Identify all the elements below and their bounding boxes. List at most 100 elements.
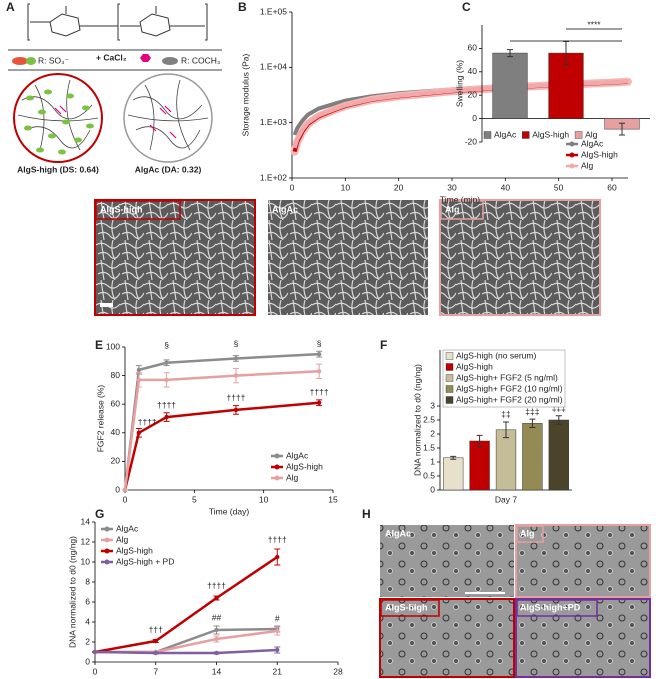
annotation: ††††	[207, 580, 226, 590]
legend-label: AlgAc	[581, 138, 604, 148]
legend-box	[442, 349, 566, 408]
label-box	[516, 525, 544, 543]
error-bar	[503, 421, 509, 439]
error-bar	[450, 455, 457, 460]
annotation: #	[275, 613, 280, 623]
marker	[136, 367, 142, 373]
marker	[164, 414, 169, 420]
y-tick-label: 14	[81, 516, 91, 526]
icon	[162, 57, 178, 65]
legend-swatch	[445, 385, 454, 393]
significance-bracket	[510, 28, 622, 42]
y-tick-label: 10	[81, 556, 91, 566]
annotation: §	[164, 340, 169, 350]
y-tick-label: 4	[85, 616, 90, 626]
marker	[153, 650, 158, 656]
x-tick-label: 5	[192, 494, 197, 504]
legend-swatch	[274, 475, 280, 481]
y-tick-label: 2	[85, 636, 90, 646]
legend-swatch	[274, 464, 280, 470]
x-tick-label: 21	[273, 666, 283, 676]
y-tick-label: 60	[111, 398, 121, 408]
annotation: ††††	[310, 387, 329, 397]
image-label: Alg	[520, 528, 535, 538]
legend-swatch	[104, 548, 110, 554]
error-bar	[619, 122, 625, 136]
image-label: AlgS-high	[385, 602, 428, 612]
bar	[522, 423, 543, 491]
x-tick-label: 14	[212, 666, 222, 676]
legend-swatch	[445, 396, 454, 404]
label-box	[380, 599, 440, 617]
annotation: ††††	[226, 393, 245, 403]
legend-swatch	[104, 526, 110, 532]
legend-label: Alg	[581, 160, 594, 170]
y-tick-label: 2.5	[423, 414, 435, 424]
label: R: COCH₃	[181, 55, 220, 65]
panel-letter: A	[6, 0, 15, 14]
x-tick-label: 20	[394, 182, 404, 192]
panel-letter: E	[95, 338, 103, 352]
y-tick-label: 2	[430, 428, 435, 438]
legend-label: AlgS-high	[581, 149, 618, 159]
annotation: ‡‡‡	[525, 406, 539, 416]
legend-label: AlgS-high+ FGF2 (20 ng/ml)	[456, 394, 563, 404]
annotation: ††††	[268, 534, 287, 544]
marker	[275, 554, 280, 560]
y-tick-label: 1.E+03	[260, 117, 287, 127]
bar	[492, 52, 528, 119]
y-tick-label: 6	[85, 596, 90, 606]
gel	[13, 73, 103, 163]
x-tick-label: 0	[123, 494, 128, 504]
micrograph	[268, 200, 428, 315]
legend-label: AlgS-high + PD	[116, 556, 174, 566]
x-tick-label: 0	[290, 182, 295, 192]
marker	[214, 650, 219, 656]
label: + CaCl₂	[96, 52, 127, 62]
marker	[233, 407, 239, 413]
micrograph	[439, 199, 601, 316]
bar	[469, 440, 490, 491]
y-tick-label: 0	[115, 484, 120, 494]
y-tick-label: 40	[111, 427, 121, 437]
marker	[233, 356, 239, 361]
y-tick-label: 40	[468, 66, 478, 76]
y-axis-label: Swelling (%)	[454, 60, 464, 107]
legend-swatch	[445, 374, 454, 382]
legend-swatch	[569, 152, 575, 158]
y-tick-label: 20	[468, 89, 478, 99]
legend-label: AlgAc	[286, 450, 309, 460]
legend-label: AlgS-high (no serum)	[456, 350, 536, 360]
legend-label: AlgAc	[494, 129, 517, 139]
x-tick-label: 10	[341, 182, 351, 192]
legend-label: AlgS-high	[456, 361, 493, 371]
error-bar	[476, 434, 483, 448]
y-tick-label: 1	[430, 456, 435, 466]
icon	[140, 54, 151, 62]
y-axis-label: DNA normalized to d0 (ng/ng)	[412, 364, 422, 476]
label-box	[95, 200, 181, 220]
structure	[27, 3, 208, 41]
bar	[548, 419, 569, 491]
x-tick-label: 28	[333, 666, 343, 676]
y-tick-label: 1.5	[423, 442, 435, 452]
y-tick-label: 8	[85, 576, 90, 586]
annotation: ‡‡	[501, 409, 511, 419]
marker	[275, 647, 280, 653]
error-bar	[529, 418, 536, 429]
marker	[316, 351, 322, 357]
bar	[443, 457, 464, 491]
image-label: AlgAc	[385, 528, 411, 538]
legend-label: AlgS-high	[532, 129, 569, 139]
bar	[495, 429, 517, 491]
y-tick-label: 1.E+04	[260, 62, 287, 72]
x-tick-label: 10	[259, 494, 269, 504]
annotation: §	[234, 338, 239, 348]
y-tick-label: 1.E+02	[260, 172, 287, 182]
marker	[214, 636, 219, 642]
gel	[123, 73, 213, 163]
crosslinks	[54, 105, 177, 139]
error-bar	[507, 49, 513, 58]
annotation: ††††	[138, 417, 157, 427]
